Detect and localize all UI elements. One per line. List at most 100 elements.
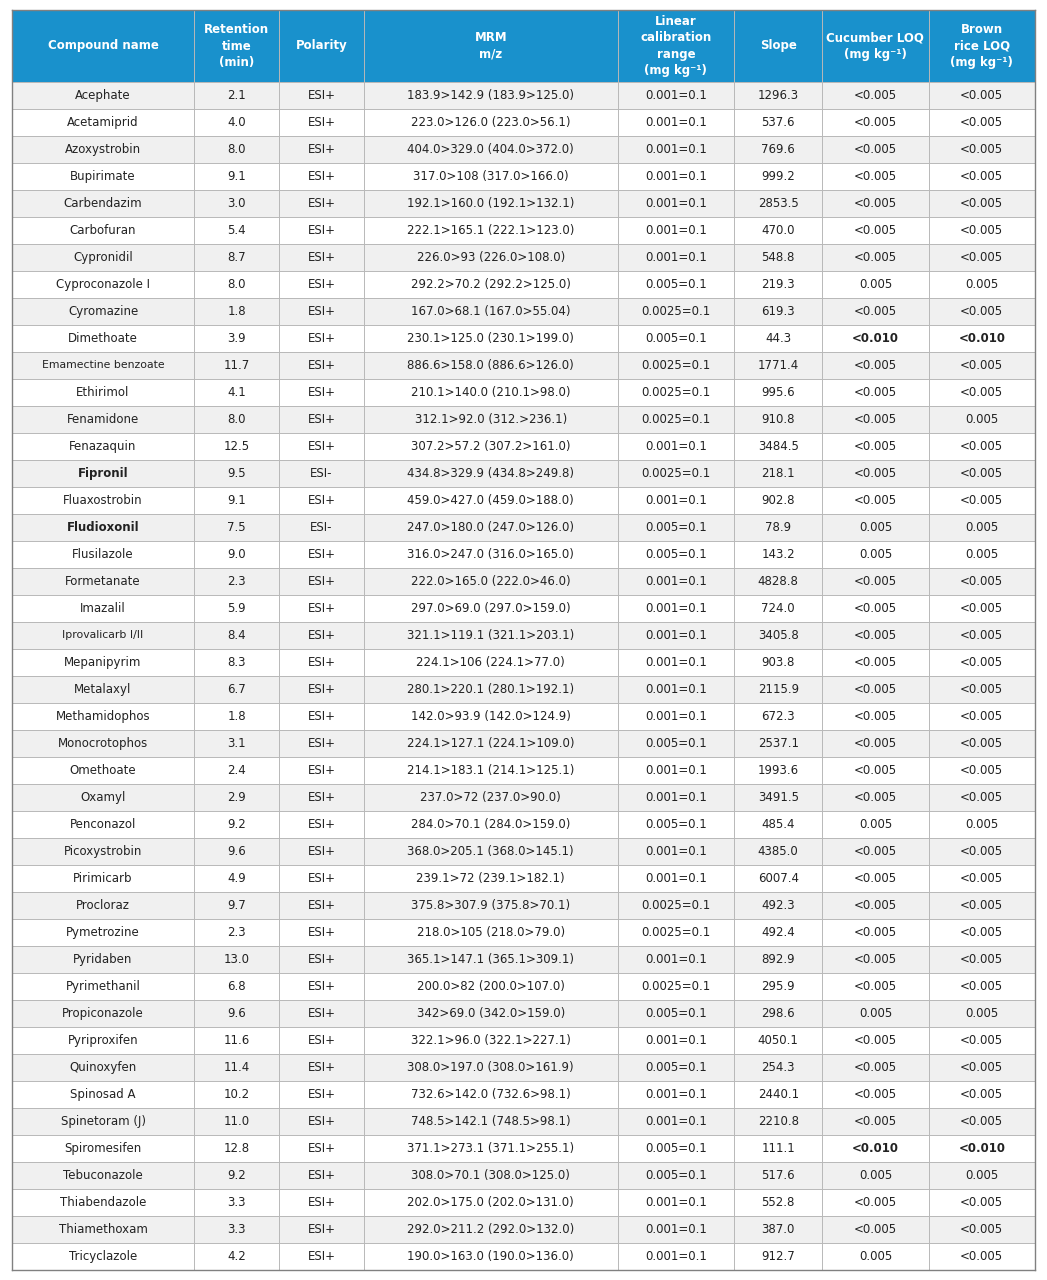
Text: <0.005: <0.005: [854, 1196, 897, 1210]
Text: Fenazaquin: Fenazaquin: [69, 440, 137, 453]
Text: <0.005: <0.005: [960, 305, 1003, 317]
Text: ESI+: ESI+: [308, 116, 335, 129]
Text: Cucumber LOQ
(mg kg⁻¹): Cucumber LOQ (mg kg⁻¹): [826, 31, 925, 60]
Text: 0.001=0.1: 0.001=0.1: [645, 1196, 707, 1210]
Text: 7.5: 7.5: [227, 521, 246, 534]
Bar: [12, 1162, 1035, 1189]
Text: <0.005: <0.005: [854, 925, 897, 940]
Text: 2537.1: 2537.1: [758, 737, 799, 750]
Text: Carbendazim: Carbendazim: [64, 197, 142, 210]
Text: 2853.5: 2853.5: [758, 197, 799, 210]
Text: <0.005: <0.005: [960, 737, 1003, 750]
Text: Retention
time
(min): Retention time (min): [204, 23, 269, 69]
Text: 0.001=0.1: 0.001=0.1: [645, 116, 707, 129]
Text: ESI+: ESI+: [308, 440, 335, 453]
Text: ESI+: ESI+: [308, 602, 335, 614]
Text: <0.005: <0.005: [960, 90, 1003, 102]
Text: 0.001=0.1: 0.001=0.1: [645, 251, 707, 264]
Text: <0.005: <0.005: [960, 628, 1003, 643]
Text: 470.0: 470.0: [761, 224, 795, 237]
Text: 3.9: 3.9: [227, 332, 246, 346]
Text: 0.005=0.1: 0.005=0.1: [645, 737, 707, 750]
Text: ESI+: ESI+: [308, 494, 335, 507]
Text: ESI+: ESI+: [308, 710, 335, 723]
Text: Cypronidil: Cypronidil: [73, 251, 133, 264]
Text: <0.005: <0.005: [960, 467, 1003, 480]
Text: 222.0>165.0 (222.0>46.0): 222.0>165.0 (222.0>46.0): [411, 575, 571, 588]
Text: 218.0>105 (218.0>79.0): 218.0>105 (218.0>79.0): [417, 925, 564, 940]
Bar: [12, 865, 1035, 892]
Text: 8.0: 8.0: [227, 143, 246, 156]
Bar: [12, 136, 1035, 163]
Text: Omethoate: Omethoate: [70, 764, 136, 777]
Text: 254.3: 254.3: [761, 1061, 795, 1074]
Text: ESI+: ESI+: [308, 278, 335, 291]
Text: 375.8>307.9 (375.8>70.1): 375.8>307.9 (375.8>70.1): [411, 899, 571, 911]
Bar: [12, 1053, 1035, 1082]
Text: 0.001=0.1: 0.001=0.1: [645, 628, 707, 643]
Text: <0.005: <0.005: [854, 413, 897, 426]
Text: 0.0025=0.1: 0.0025=0.1: [642, 980, 711, 993]
Text: 307.2>57.2 (307.2>161.0): 307.2>57.2 (307.2>161.0): [411, 440, 571, 453]
Text: 1296.3: 1296.3: [758, 90, 799, 102]
Text: <0.005: <0.005: [854, 575, 897, 588]
Text: Procloraz: Procloraz: [76, 899, 130, 911]
Text: 0.005: 0.005: [965, 1007, 999, 1020]
Bar: [12, 703, 1035, 730]
Text: 297.0>69.0 (297.0>159.0): 297.0>69.0 (297.0>159.0): [411, 602, 571, 614]
Text: 308.0>70.1 (308.0>125.0): 308.0>70.1 (308.0>125.0): [411, 1169, 571, 1181]
Bar: [12, 218, 1035, 244]
Text: 190.0>163.0 (190.0>136.0): 190.0>163.0 (190.0>136.0): [407, 1251, 574, 1263]
Text: 999.2: 999.2: [761, 170, 795, 183]
Text: Ethirimol: Ethirimol: [76, 387, 130, 399]
Text: Cyromazine: Cyromazine: [68, 305, 138, 317]
Bar: [12, 783, 1035, 812]
Text: 0.001=0.1: 0.001=0.1: [645, 224, 707, 237]
Text: <0.005: <0.005: [854, 358, 897, 372]
Text: 292.0>211.2 (292.0>132.0): 292.0>211.2 (292.0>132.0): [407, 1222, 575, 1236]
Text: 1771.4: 1771.4: [758, 358, 799, 372]
Text: 995.6: 995.6: [761, 387, 795, 399]
Text: 485.4: 485.4: [761, 818, 795, 831]
Text: 0.005=0.1: 0.005=0.1: [645, 332, 707, 346]
Text: 0.005: 0.005: [965, 278, 999, 291]
Text: 0.005=0.1: 0.005=0.1: [645, 278, 707, 291]
Text: 0.001=0.1: 0.001=0.1: [645, 602, 707, 614]
Text: 517.6: 517.6: [761, 1169, 795, 1181]
Text: ESI+: ESI+: [308, 845, 335, 858]
Text: 548.8: 548.8: [761, 251, 795, 264]
Text: 11.6: 11.6: [223, 1034, 249, 1047]
Text: 368.0>205.1 (368.0>145.1): 368.0>205.1 (368.0>145.1): [407, 845, 574, 858]
Text: 321.1>119.1 (321.1>203.1): 321.1>119.1 (321.1>203.1): [407, 628, 575, 643]
Text: Bupirimate: Bupirimate: [70, 170, 136, 183]
Text: Flusilazole: Flusilazole: [72, 548, 134, 561]
Text: 371.1>273.1 (371.1>255.1): 371.1>273.1 (371.1>255.1): [407, 1142, 575, 1155]
Text: Mepanipyrim: Mepanipyrim: [64, 655, 141, 669]
Text: <0.005: <0.005: [854, 170, 897, 183]
Text: <0.005: <0.005: [960, 1061, 1003, 1074]
Text: 9.6: 9.6: [227, 1007, 246, 1020]
Text: 2.3: 2.3: [227, 575, 246, 588]
Text: 0.001=0.1: 0.001=0.1: [645, 143, 707, 156]
Text: Thiamethoxam: Thiamethoxam: [59, 1222, 148, 1236]
Text: 903.8: 903.8: [761, 655, 795, 669]
Text: <0.005: <0.005: [960, 764, 1003, 777]
Text: 9.1: 9.1: [227, 494, 246, 507]
Text: 200.0>82 (200.0>107.0): 200.0>82 (200.0>107.0): [417, 980, 564, 993]
Text: 0.005: 0.005: [859, 521, 892, 534]
Text: 9.1: 9.1: [227, 170, 246, 183]
Text: 4050.1: 4050.1: [758, 1034, 799, 1047]
Text: 284.0>70.1 (284.0>159.0): 284.0>70.1 (284.0>159.0): [411, 818, 571, 831]
Text: 223.0>126.0 (223.0>56.1): 223.0>126.0 (223.0>56.1): [411, 116, 571, 129]
Bar: [12, 82, 1035, 109]
Text: 0.005: 0.005: [859, 1007, 892, 1020]
Text: Spiromesifen: Spiromesifen: [65, 1142, 141, 1155]
Text: 280.1>220.1 (280.1>192.1): 280.1>220.1 (280.1>192.1): [407, 684, 575, 696]
Text: 0.005: 0.005: [965, 548, 999, 561]
Text: Imazalil: Imazalil: [81, 602, 126, 614]
Text: 0.001=0.1: 0.001=0.1: [645, 791, 707, 804]
Text: <0.005: <0.005: [854, 737, 897, 750]
Text: ESI+: ESI+: [308, 954, 335, 966]
Text: ESI+: ESI+: [308, 1169, 335, 1181]
Bar: [12, 515, 1035, 541]
